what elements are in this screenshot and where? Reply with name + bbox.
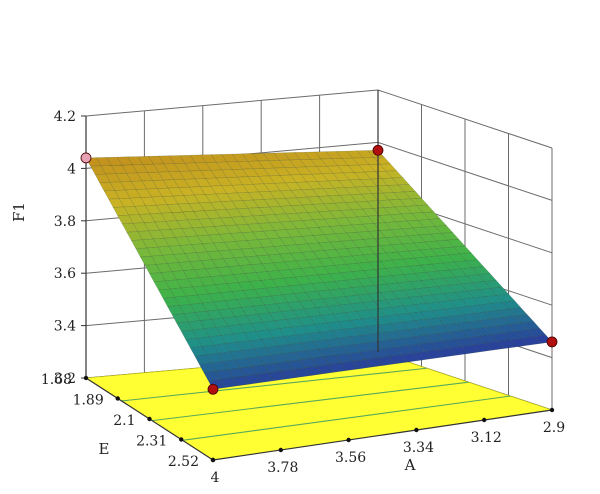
frame-front-edge-A (212, 409, 553, 461)
y-tick-label: 2.31 (136, 434, 167, 450)
floor-contour-line (151, 381, 469, 422)
floor-contour-line (121, 367, 427, 402)
z-tick-label: 3.4 (54, 319, 76, 335)
y-tick-label: 1.68 (41, 372, 72, 388)
z-axis-title: F1 (10, 202, 28, 222)
z-tick-label: 3.2 (54, 371, 76, 387)
y-tick-mark (147, 416, 152, 422)
x-tick-mark (346, 437, 351, 443)
design-points (80, 144, 558, 395)
x-tick-mark (278, 447, 283, 453)
design-point (372, 144, 384, 156)
z-tick-label: 3.6 (54, 266, 76, 282)
x-tick-label: 2.9 (543, 420, 565, 436)
x-tick-label: 3.56 (335, 450, 366, 466)
x-tick-mark (482, 417, 487, 423)
x-tick-mark (549, 407, 555, 413)
y-tick-label: 2.1 (113, 413, 135, 429)
y-axis-title: E (99, 440, 110, 458)
design-point (207, 383, 219, 395)
y-tick-label: 1.89 (73, 393, 104, 409)
x-tick-label: 3.78 (267, 460, 298, 476)
grid-line-z-back (85, 89, 379, 117)
y-tick-mark (115, 396, 120, 401)
y-tick-mark (210, 457, 216, 463)
y-tick-label: 2.52 (168, 454, 199, 470)
x-axis-title: A (404, 456, 416, 474)
z-tick-label: 4 (67, 161, 76, 177)
tick-labels: 3.2 3.4 3.6 3.8 4 4.2 4 3.78 3.56 3.34 3.12 2.9 1.68… (41, 109, 565, 486)
x-tick-label: 3.34 (403, 440, 434, 456)
z-tick-label: 3.8 (54, 214, 76, 230)
design-point (80, 152, 92, 164)
y-tick-mark (179, 437, 184, 442)
floor-contour-line (182, 395, 511, 441)
x-tick-label: 3.12 (471, 430, 502, 446)
design-point (546, 336, 558, 348)
y-tick-mark (83, 375, 89, 381)
x-tick-mark (414, 427, 419, 433)
response-surface (85, 150, 553, 390)
z-tick-label: 4.2 (54, 109, 76, 125)
x-tick-label: 4 (211, 470, 220, 486)
